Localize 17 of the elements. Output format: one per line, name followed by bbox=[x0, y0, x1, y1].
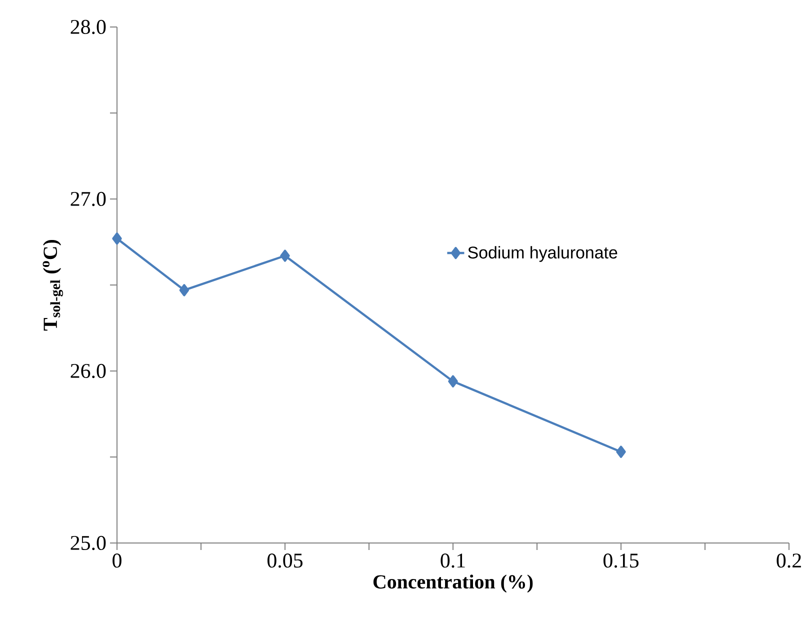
legend-label: Sodium hyaluronate bbox=[468, 246, 618, 262]
x-tick-label: 0.05 bbox=[267, 554, 302, 568]
x-axis-title: Concentration (%) bbox=[373, 574, 533, 593]
x-tick-label: 0.2 bbox=[776, 554, 801, 568]
point bbox=[280, 250, 290, 262]
y-axis-title: T$_{sol-gel}$ ($^{o}$C) bbox=[42, 240, 64, 331]
point bbox=[179, 284, 190, 296]
y-tick-label: 27.0 bbox=[70, 192, 106, 206]
x-tick-label: 0.15 bbox=[603, 554, 638, 568]
y-tick-label: 28.0 bbox=[70, 20, 106, 34]
point bbox=[112, 232, 122, 245]
point bbox=[448, 375, 458, 388]
point bbox=[616, 446, 626, 458]
y-tick-label: 25.0 bbox=[70, 536, 106, 550]
y-tick-label: 26.0 bbox=[70, 364, 106, 378]
x-tick-label: 0.1 bbox=[440, 554, 465, 568]
x-tick-label: 0 bbox=[112, 554, 122, 568]
